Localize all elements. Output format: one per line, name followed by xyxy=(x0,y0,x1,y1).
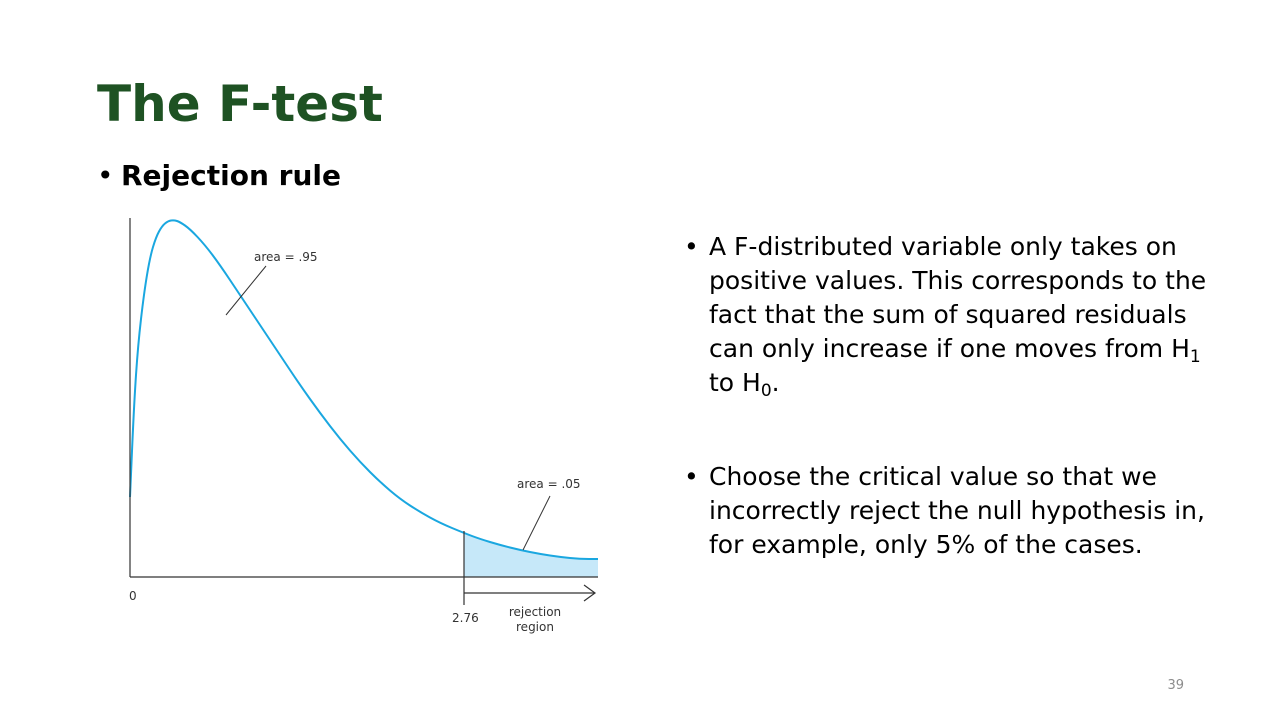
rejection-arrow-head xyxy=(583,584,597,602)
bullet-text: A F-distributed variable only takes on p… xyxy=(709,230,1224,400)
bullet-text-end: . xyxy=(771,368,780,397)
origin-label: 0 xyxy=(129,589,137,603)
bullet-text: Choose the critical value so that we inc… xyxy=(709,462,1205,559)
bullet-text-main: A F-distributed variable only takes on p… xyxy=(709,232,1207,363)
subtitle-bullet: • Rejection rule xyxy=(97,157,341,195)
bullet-dot: • xyxy=(684,232,699,261)
bullet-item-critical-value: • Choose the critical value so that we i… xyxy=(684,460,1224,562)
f-distribution-figure: area = .95 area = .05 0 2.76 rejection r… xyxy=(129,218,598,634)
rejection-label-line2: region xyxy=(516,620,554,634)
subscript-0: 0 xyxy=(760,381,772,401)
slide-title: The F-test xyxy=(97,75,383,133)
area-95-label: area = .95 xyxy=(254,250,318,264)
bullet-dot: • xyxy=(684,462,699,491)
rejection-label-line1: rejection xyxy=(509,605,561,619)
subtitle-text: Rejection rule xyxy=(121,159,341,192)
area-05-leader xyxy=(522,495,551,551)
density-curve xyxy=(129,219,598,560)
area-95-leader xyxy=(225,265,267,316)
rejection-area xyxy=(464,533,598,577)
critical-value-label: 2.76 xyxy=(452,611,479,625)
explanation-bullets: • A F-distributed variable only takes on… xyxy=(684,230,1224,562)
bullet-item-positive-values: • A F-distributed variable only takes on… xyxy=(684,230,1224,400)
subscript-1: 1 xyxy=(1189,347,1201,367)
bullet-dot: • xyxy=(97,159,114,192)
area-05-label: area = .05 xyxy=(517,477,581,491)
bullet-text-to: to H xyxy=(709,368,761,397)
page-number: 39 xyxy=(1167,678,1184,693)
